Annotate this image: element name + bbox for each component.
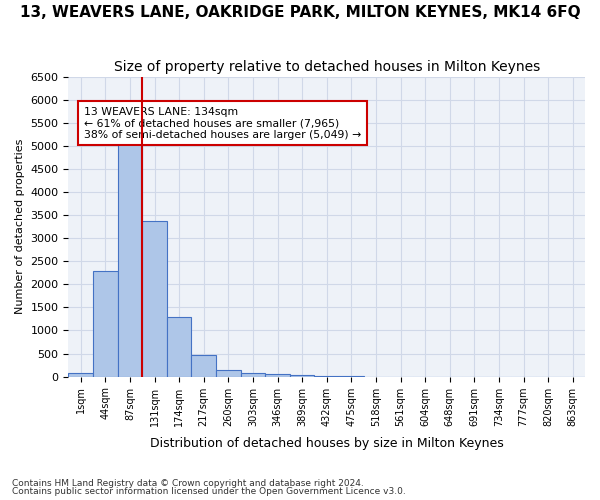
Bar — [241, 373, 265, 376]
Bar — [265, 374, 290, 376]
Bar — [167, 316, 191, 376]
Bar — [93, 272, 118, 376]
Title: Size of property relative to detached houses in Milton Keynes: Size of property relative to detached ho… — [113, 60, 540, 74]
Text: 13, WEAVERS LANE, OAKRIDGE PARK, MILTON KEYNES, MK14 6FQ: 13, WEAVERS LANE, OAKRIDGE PARK, MILTON … — [20, 5, 580, 20]
Bar — [191, 354, 216, 376]
Text: Contains HM Land Registry data © Crown copyright and database right 2024.: Contains HM Land Registry data © Crown c… — [12, 478, 364, 488]
Bar — [68, 374, 93, 376]
Bar — [142, 221, 167, 376]
Bar — [118, 126, 142, 376]
Bar — [216, 370, 241, 376]
Y-axis label: Number of detached properties: Number of detached properties — [15, 139, 25, 314]
Text: 13 WEAVERS LANE: 134sqm
← 61% of detached houses are smaller (7,965)
38% of semi: 13 WEAVERS LANE: 134sqm ← 61% of detache… — [84, 106, 361, 140]
Text: Contains public sector information licensed under the Open Government Licence v3: Contains public sector information licen… — [12, 487, 406, 496]
X-axis label: Distribution of detached houses by size in Milton Keynes: Distribution of detached houses by size … — [150, 437, 503, 450]
